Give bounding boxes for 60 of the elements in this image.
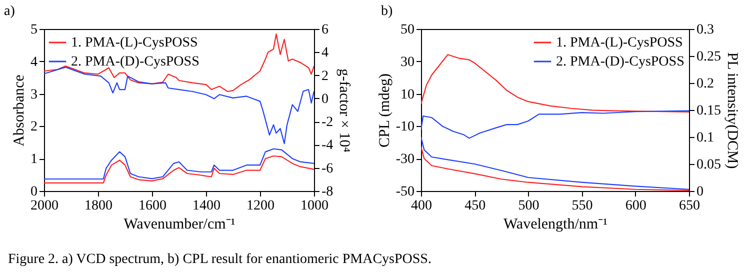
line-series	[421, 146, 689, 191]
y2-tick-label: -6	[322, 161, 334, 176]
y2-tick-label: 4	[322, 46, 328, 61]
line-series	[421, 54, 689, 112]
y-tick-label: 5	[30, 22, 38, 38]
y2-tick-label: -2	[322, 115, 334, 130]
legend-label: 2. PMA-(D)-CysPOSS	[556, 54, 684, 70]
caption: Figure 2. a) VCD spectrum, b) CPL result for enantiomeric PMACysPOSS.	[8, 252, 432, 268]
y2-tick-label: 0.1	[696, 130, 714, 146]
y2-tick-label: 2	[322, 68, 328, 84]
line-series	[421, 136, 689, 190]
x-tick-label: 1000	[300, 198, 328, 214]
x-tick-label: 2000	[30, 198, 58, 214]
y-axis-title: Absorbance	[12, 74, 28, 146]
y2-tick-label: 6	[322, 22, 328, 38]
line-series	[44, 155, 314, 184]
y2-tick-label: 0.2	[696, 76, 714, 92]
y-tick-label: 10	[400, 87, 414, 102]
y2-axis-title: g-factor × 10⁴	[336, 68, 352, 152]
x-tick-label: 450	[464, 198, 486, 214]
y2-tick-label: 0	[696, 184, 704, 200]
x-tick-label: 1200	[246, 198, 274, 214]
y-tick-label: 50	[400, 22, 414, 38]
y2-tick-label: 0.25	[696, 50, 721, 64]
y-tick-label: 3	[30, 87, 38, 102]
y-tick-label: -50	[396, 184, 414, 200]
y2-axis-title: PL intensity(DCM)	[724, 52, 740, 169]
line-series	[44, 148, 314, 180]
y-tick-label: 2	[30, 120, 38, 135]
legend-label: 1. PMA-(L)-CysPOSS	[556, 36, 683, 50]
legend-label: 1. PMA-(L)-CysPOSS	[71, 36, 198, 50]
y-tick-label: 0	[30, 184, 38, 200]
x-axis-title: Wavenumber/cm⁻¹	[124, 216, 236, 232]
chart-title: a)	[4, 4, 16, 19]
y-tick-label: 1	[30, 152, 38, 168]
x-tick-label: 600	[625, 198, 646, 214]
y2-tick-label: -8	[322, 184, 334, 200]
y2-tick-label: 0.15	[696, 104, 721, 118]
y-tick-label: 30	[400, 54, 414, 70]
x-axis-title: Wavelength/nm⁻¹	[503, 216, 608, 232]
legend-label: 2. PMA-(D)-CysPOSS	[71, 54, 200, 70]
x-tick-label: 1400	[192, 198, 220, 214]
x-tick-label: 500	[518, 198, 540, 214]
y-tick-label: -10	[396, 120, 414, 135]
y-tick-label: -30	[396, 152, 414, 168]
x-tick-label: 550	[572, 198, 593, 214]
line-series	[421, 110, 689, 139]
y-tick-label: 4	[30, 54, 38, 70]
y2-tick-label: 0	[322, 92, 328, 107]
line-series	[44, 66, 314, 144]
x-tick-label: 400	[411, 198, 432, 214]
y2-tick-label: 0.05	[696, 158, 721, 172]
x-tick-label: 650	[679, 198, 700, 214]
y2-tick-label: 0.3	[696, 22, 714, 38]
line-series	[44, 34, 314, 92]
x-tick-label: 1800	[84, 198, 112, 214]
y2-tick-label: -4	[322, 138, 334, 154]
chart-title: b)	[381, 4, 393, 19]
x-tick-label: 1600	[138, 198, 166, 214]
y-axis-title: CPL (mdeg)	[376, 73, 393, 148]
